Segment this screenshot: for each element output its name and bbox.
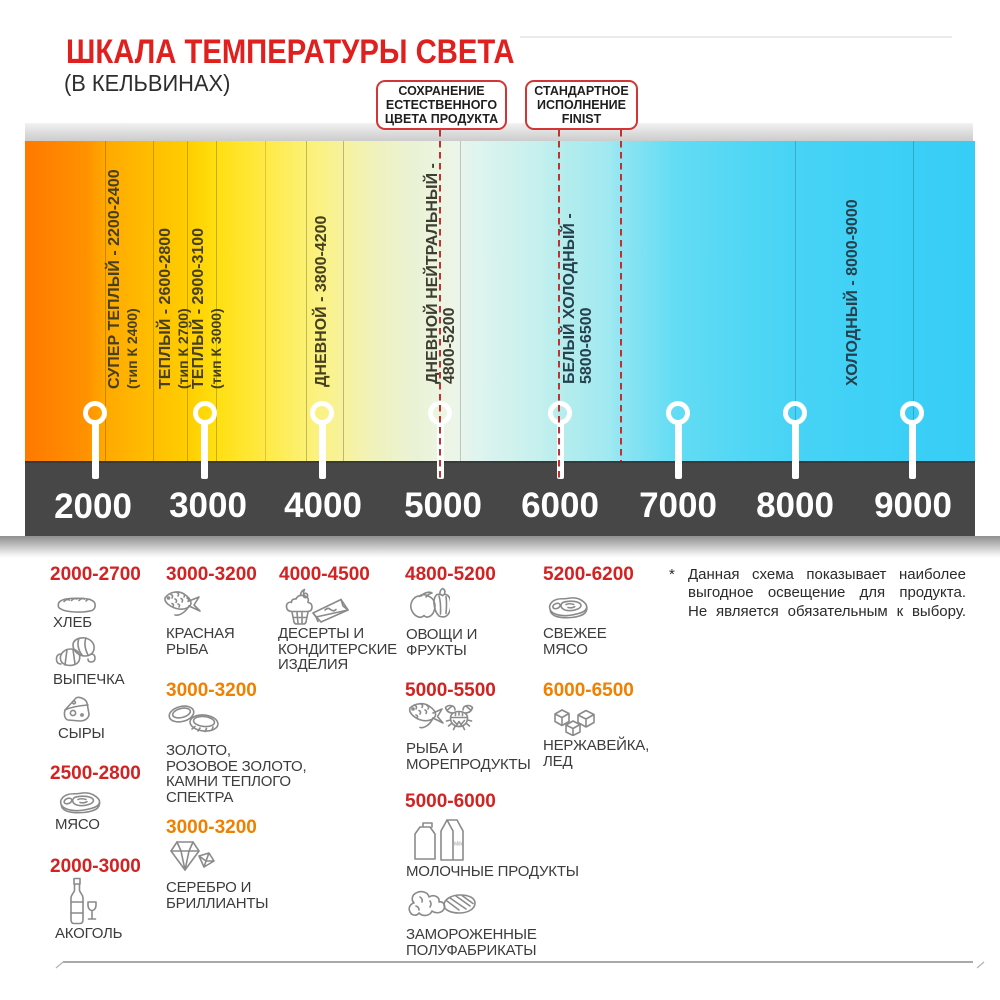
svg-text:Milk: Milk [454, 842, 463, 848]
